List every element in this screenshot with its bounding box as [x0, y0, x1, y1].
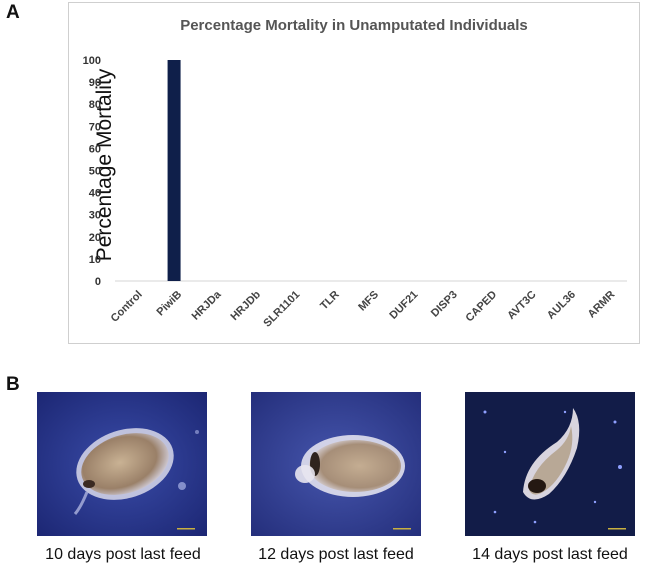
- y-tick-label: 30: [89, 210, 101, 222]
- x-tick-label: ARMR: [586, 289, 618, 321]
- x-tick-label: DISP3: [429, 289, 460, 320]
- chart-frame: Percentage Mortality in Unamputated Indi…: [68, 2, 640, 344]
- y-tick-label: 90: [89, 77, 101, 89]
- caption-12-days: 12 days post last feed: [258, 546, 414, 563]
- x-tick-label: AVT3C: [505, 289, 538, 322]
- x-tick-label: TLR: [318, 289, 342, 313]
- x-tick-label: CAPED: [464, 289, 500, 325]
- mortality-bar-chart: 0 10 20 30 40 50 60 70 80 90 100 Control PiwiB HRJDa H…: [83, 55, 627, 330]
- y-tick-label: 40: [89, 188, 101, 200]
- y-tick-label: 0: [95, 276, 101, 288]
- bar-piwib: [167, 60, 181, 281]
- x-tick-label: PiwiB: [155, 289, 185, 319]
- y-tick-label: 100: [83, 55, 101, 67]
- photo-10-days: [37, 392, 207, 536]
- photo-14-days: [465, 392, 635, 536]
- y-tick-label: 10: [89, 254, 101, 266]
- y-tick-label: 50: [89, 166, 101, 178]
- y-tick-label: 20: [89, 232, 101, 244]
- x-tick-label: HRJDb: [229, 288, 264, 323]
- y-tick-label: 60: [89, 143, 101, 155]
- x-tick-label: SLR1101: [261, 289, 302, 330]
- x-tick-label: Control: [109, 289, 145, 325]
- x-tick-label: AUL36: [545, 289, 578, 322]
- y-tick-label: 80: [89, 99, 101, 111]
- photo-12-days: [251, 392, 421, 536]
- x-tick-label: MFS: [356, 289, 381, 314]
- x-tick-label: DUF21: [387, 289, 420, 322]
- chart-title: Percentage Mortality in Unamputated Indi…: [180, 17, 528, 34]
- x-tick-label: HRJDa: [190, 288, 225, 323]
- panel-a-label: A: [6, 2, 20, 23]
- caption-14-days: 14 days post last feed: [472, 546, 628, 563]
- panel-b-label: B: [6, 374, 20, 395]
- caption-10-days: 10 days post last feed: [45, 546, 201, 563]
- y-tick-label: 70: [89, 121, 101, 133]
